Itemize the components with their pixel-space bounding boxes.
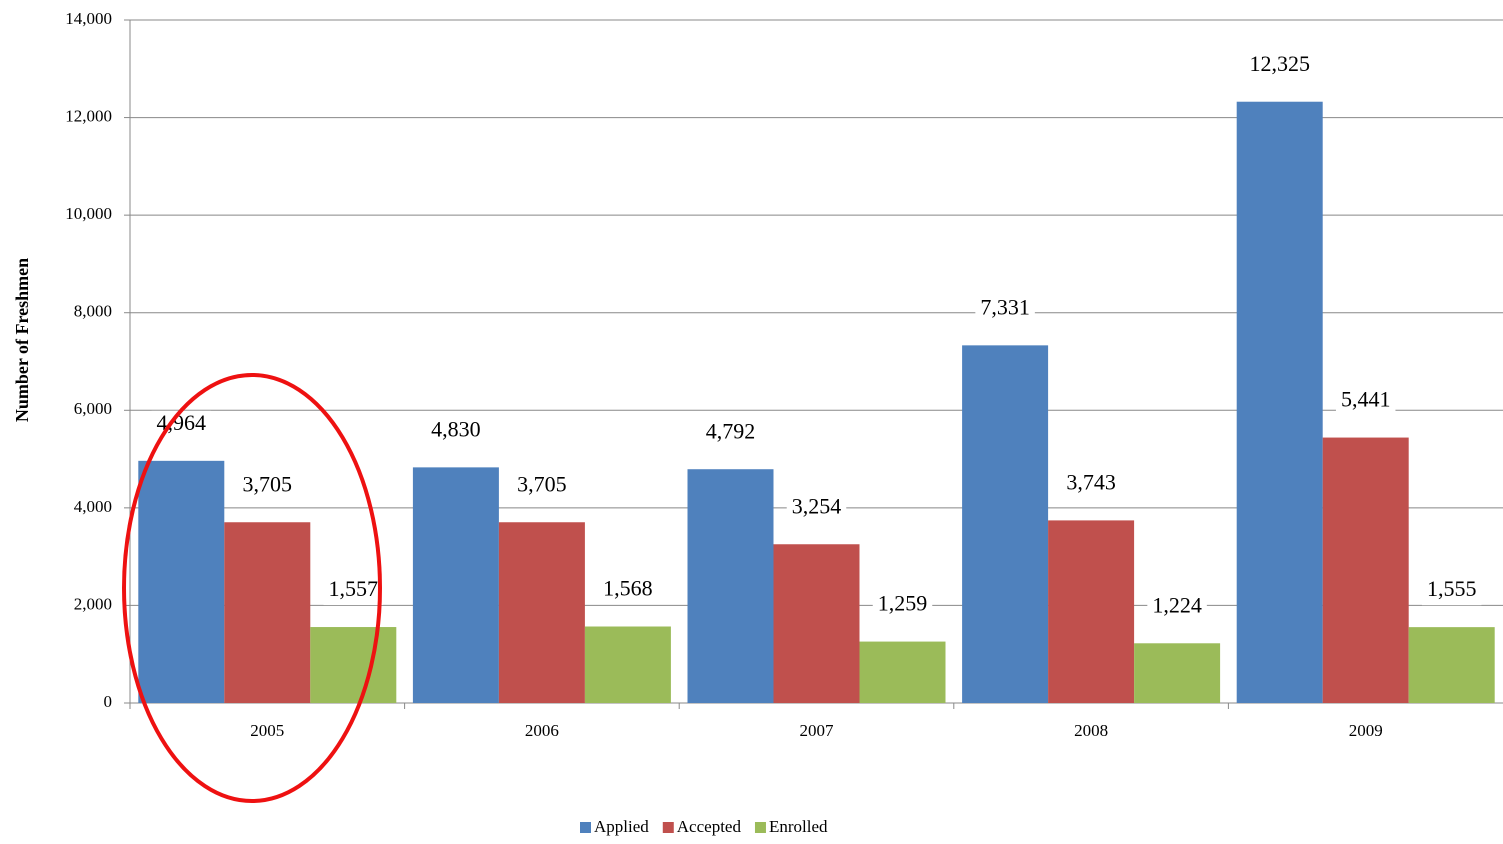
bar	[412, 467, 499, 703]
data-label-bg	[323, 577, 384, 606]
y-tick-label: 4,000	[74, 497, 112, 516]
y-tick-label: 14,000	[65, 9, 112, 28]
bar	[310, 627, 397, 703]
data-label: 1,224	[1152, 592, 1202, 617]
data-label-bg	[786, 494, 847, 523]
bar	[584, 626, 671, 703]
data-label: 7,331	[980, 294, 1030, 319]
bar	[498, 522, 585, 703]
data-label-bg	[1244, 51, 1315, 80]
data-label: 1,555	[1427, 576, 1477, 601]
bar	[687, 469, 774, 703]
highlight-circle	[122, 373, 382, 803]
data-label-bg	[1147, 593, 1207, 622]
bar	[859, 641, 946, 703]
data-label-bg	[872, 591, 933, 620]
legend-label: Enrolled	[769, 817, 828, 836]
y-tick-label: 12,000	[65, 106, 112, 125]
data-label-bg	[237, 472, 298, 501]
data-label: 5,441	[1341, 387, 1391, 412]
bar	[138, 460, 225, 703]
plot-area: 0 2,000 4,000 6,000 8,000 10,000 12,000 14,000 2…	[65, 9, 1503, 836]
data-label-bg	[975, 295, 1035, 324]
bar	[1322, 437, 1409, 703]
data-label: 4,830	[431, 416, 481, 441]
data-label-bg	[426, 417, 486, 446]
bar	[1134, 643, 1221, 703]
data-label-bg	[700, 419, 761, 448]
data-label: 3,743	[1066, 469, 1116, 494]
data-label: 12,325	[1249, 51, 1310, 76]
data-label: 1,568	[603, 576, 653, 601]
x-tick-label: 2005	[250, 721, 284, 740]
legend-label: Accepted	[677, 817, 742, 836]
bar	[1408, 627, 1495, 703]
y-axis-title: Number of Freshmen	[12, 258, 32, 422]
bar	[1048, 520, 1135, 703]
y-tick-label: 2,000	[74, 594, 112, 613]
y-tick-label: 8,000	[74, 302, 112, 321]
data-label: 4,792	[706, 418, 756, 443]
data-label: 1,259	[878, 591, 928, 616]
bar	[1236, 101, 1323, 704]
data-label-bg	[1421, 577, 1482, 606]
y-tick-label: 6,000	[74, 399, 112, 418]
data-label-bg	[1335, 387, 1396, 416]
x-tick-label: 2008	[1074, 721, 1108, 740]
bar	[773, 544, 860, 703]
data-label: 1,557	[329, 576, 379, 601]
legend-swatch	[580, 822, 591, 833]
legend-swatch	[754, 822, 766, 833]
data-label: 3,705	[517, 471, 567, 496]
bar	[224, 522, 311, 703]
data-label: 3,705	[243, 471, 293, 496]
data-label: 3,254	[792, 493, 842, 518]
x-tick-label: 2009	[1349, 721, 1383, 740]
data-label-bg	[1061, 470, 1121, 499]
legend-swatch	[662, 822, 674, 833]
legend-label: Applied	[594, 817, 649, 836]
y-tick-label: 10,000	[65, 204, 112, 223]
y-tick-label: 0	[104, 692, 113, 711]
x-tick-label: 2006	[525, 721, 559, 740]
x-tick-label: 2007	[800, 721, 835, 740]
data-label-bg	[512, 472, 572, 501]
data-label-bg	[598, 576, 658, 605]
bar	[962, 345, 1049, 703]
